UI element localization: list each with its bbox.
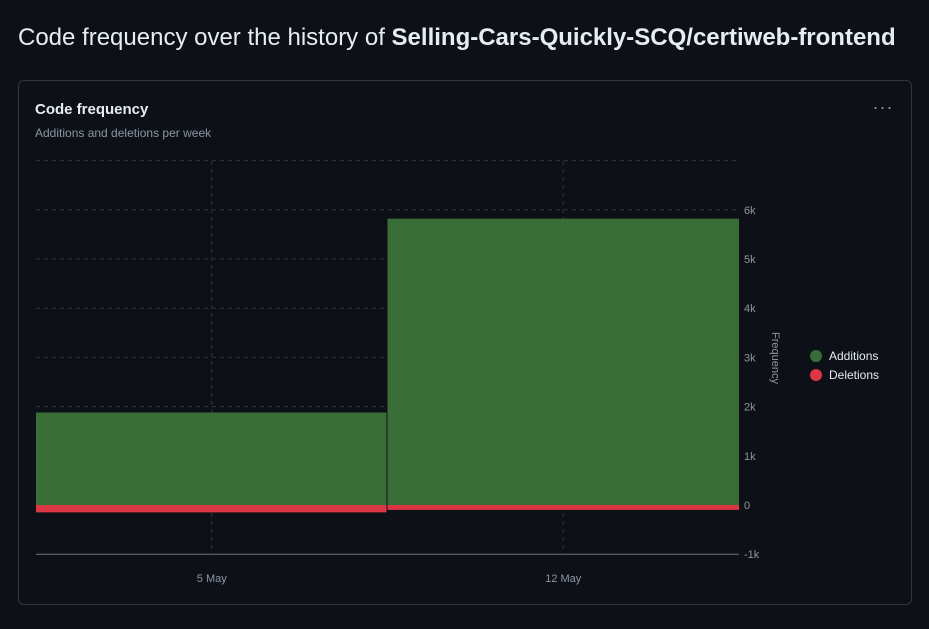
legend-dot-additions [810, 349, 822, 362]
y-tick-label: 0 [744, 500, 750, 512]
y-tick-label: 4k [744, 303, 756, 315]
y-tick-label: 3k [744, 352, 756, 364]
additions-bar-0[interactable] [36, 412, 387, 505]
legend-item-additions[interactable]: Additions [810, 346, 879, 365]
additions-bar-1[interactable] [387, 218, 740, 505]
x-tick-label: 5 May [197, 573, 227, 585]
legend-label-additions: Additions [829, 348, 879, 363]
card-title: Code frequency [35, 101, 149, 118]
kebab-horizontal-icon[interactable]: ··· [872, 97, 894, 117]
y-tick-label: 1k [744, 451, 756, 463]
card-subtitle: Additions and deletions per week [35, 126, 212, 140]
y-axis-label: Frequency [769, 332, 781, 384]
page-title-prefix: Code frequency over the history of [18, 24, 392, 51]
x-axis-ticks: 5 May 12 May [197, 573, 582, 585]
y-tick-label: -1k [744, 549, 760, 561]
page-title: Code frequency over the history of Selli… [18, 24, 896, 52]
repo-name: Selling-Cars-Quickly-SCQ/certiweb-fronte… [391, 24, 896, 51]
y-axis-ticks: -1k 0 1k 2k 3k 4k 5k 6k [744, 205, 760, 561]
deletions-bar-1[interactable] [387, 505, 740, 510]
legend-item-deletions[interactable]: Deletions [810, 365, 879, 384]
code-frequency-card: Code frequency Additions and deletions p… [18, 80, 912, 605]
legend-label-deletions: Deletions [829, 367, 880, 382]
y-tick-label: 5k [744, 254, 756, 266]
y-tick-label: 2k [744, 402, 756, 414]
legend-dot-deletions [810, 368, 822, 381]
chart-series [36, 218, 740, 513]
chart-legend: Additions Deletions [810, 346, 879, 384]
x-tick-label: 12 May [545, 573, 582, 585]
deletions-bar-0[interactable] [36, 505, 387, 513]
y-tick-label: 6k [744, 205, 756, 217]
